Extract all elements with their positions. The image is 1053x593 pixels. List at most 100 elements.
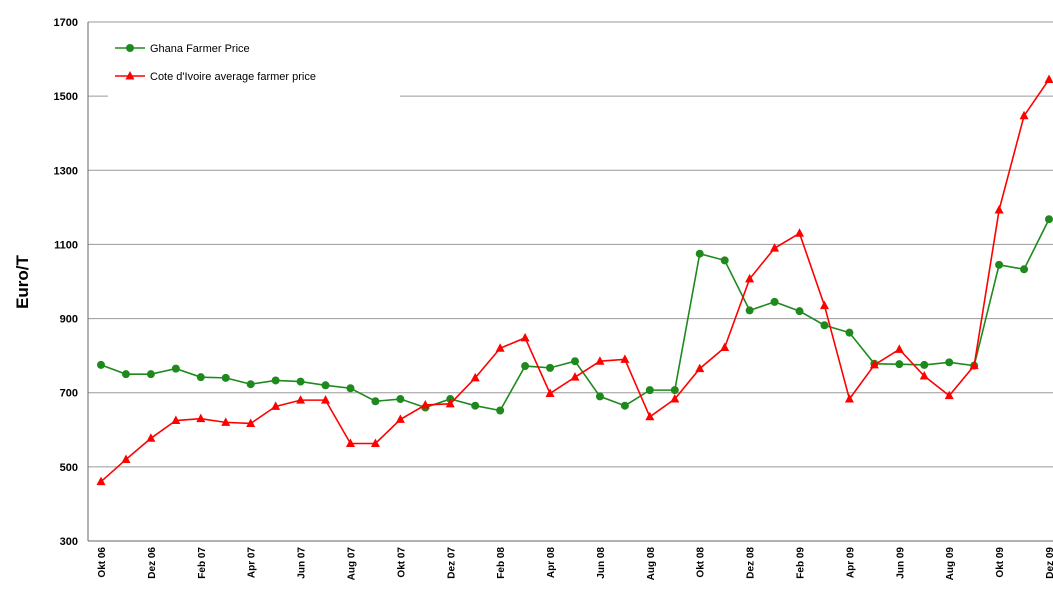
point [944,390,954,400]
x-tick-label: Jun 09 [895,547,906,579]
point [995,260,1004,269]
point [570,372,580,381]
legend: Ghana Farmer Price Cote d'Ivoire average … [108,32,400,112]
legend-label: Cote d'Ivoire average farmer price [150,71,316,83]
point [845,328,854,337]
point [745,306,754,315]
point [420,399,430,409]
point [296,395,306,404]
point [545,388,555,397]
point [371,397,380,406]
point [321,381,330,390]
point [171,415,181,425]
x-tick-label: Okt 08 [696,547,707,578]
point [869,359,879,369]
y-tick-label: 1700 [54,17,78,29]
point [620,401,629,410]
point [496,406,505,415]
point [969,360,979,370]
series-line [100,218,1050,412]
point [670,394,680,403]
y-tick-label: 1300 [54,165,78,177]
point [546,363,555,372]
point [495,343,505,352]
point [795,307,804,316]
point [695,363,705,373]
x-tick-label: Feb 09 [796,547,807,579]
y-tick-label: 700 [60,388,78,400]
point [844,394,854,403]
point [246,380,255,389]
point [321,395,331,404]
point [595,392,604,401]
point [645,386,654,395]
point [521,362,530,371]
point [720,256,729,265]
point [745,273,755,283]
point [121,370,130,379]
point [370,438,380,448]
point [1045,215,1053,224]
point [770,243,780,252]
point [97,360,105,369]
point [346,384,355,393]
point [396,395,405,404]
point [820,321,829,330]
x-tick-label: Feb 08 [496,547,507,579]
x-tick-label: Dez 07 [446,547,457,579]
point [819,300,829,310]
point [994,204,1004,214]
point [345,438,355,448]
point [246,418,256,427]
point [919,371,929,380]
point [894,344,904,353]
x-tick-label: Jun 07 [297,547,308,579]
legend-marker [125,71,135,80]
x-tick-label: Okt 09 [995,547,1006,578]
point [770,297,779,306]
point [196,413,206,423]
x-tick-label: Okt 07 [396,547,407,578]
y-tick-label: 900 [60,314,78,326]
x-tick-label: Dez 06 [147,547,158,579]
x-tick-label: Dez 09 [1045,547,1053,579]
x-tick-label: Jun 08 [596,547,607,579]
point [571,357,579,366]
point [920,360,929,369]
y-tick-label: 1100 [54,239,78,251]
point [695,249,704,258]
y-tick-label: 1500 [54,91,78,103]
x-tick-label: Aug 09 [945,547,956,581]
x-tick-label: Aug 08 [646,547,657,581]
x-tick-label: Apr 07 [247,547,258,579]
series-line [100,79,1050,483]
point [221,373,230,382]
x-tick-label: Feb 07 [197,547,208,579]
legend-box [108,32,400,112]
point [1044,74,1053,83]
point [895,360,904,369]
legend-label: Ghana Farmer Price [150,43,250,55]
point [146,370,155,379]
point [945,358,954,367]
point [520,332,530,342]
point [670,386,679,395]
point [445,398,455,408]
x-tick-label: Dez 08 [746,547,757,579]
point [1019,110,1029,120]
point [470,372,480,382]
y-tick-label: 300 [60,536,78,548]
point [395,414,405,423]
point [471,401,480,410]
point [720,342,730,351]
x-tick-label: Apr 09 [845,547,856,579]
point [795,228,805,237]
point [146,433,156,442]
point [171,364,180,373]
x-tick-label: Okt 06 [97,547,108,578]
legend-marker [126,44,134,52]
point [1020,265,1029,274]
point [96,476,106,486]
point [121,454,131,463]
